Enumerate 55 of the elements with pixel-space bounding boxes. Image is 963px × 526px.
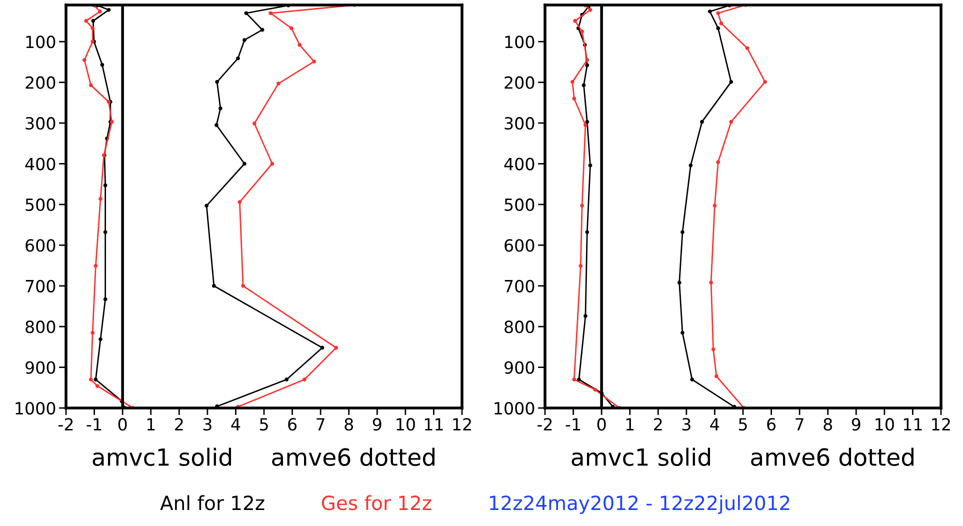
y-tick-label: 400 — [504, 158, 534, 170]
x-tick-label: 4 — [231, 418, 240, 430]
x-tick-label: 11 — [424, 418, 443, 430]
x-tick-label: 0 — [118, 418, 127, 431]
x-tick-label: 8 — [344, 418, 354, 431]
x-tick-label: 6 — [288, 418, 297, 431]
y-tick-label: 700 — [26, 280, 56, 292]
y-tick-label: 400 — [25, 158, 56, 170]
x-tick-label: 8 — [824, 418, 832, 431]
x-tick-label: 3 — [682, 418, 690, 431]
x-tick-label: 6 — [767, 418, 776, 431]
y-tick-label: 100 — [505, 36, 534, 48]
x-tick-label: 7 — [796, 418, 804, 430]
y-tick-label: 500 — [504, 198, 534, 212]
text: Ges for 12z — [322, 495, 432, 510]
y-tick-label: 900 — [504, 361, 534, 374]
x-tick-label: 1 — [626, 418, 634, 430]
x-tick-label: 11 — [904, 418, 922, 430]
x-tick-label: -2 — [538, 418, 552, 430]
x-axis-title: amvc1 solid amve6 dotted — [92, 448, 434, 466]
x-tick-label: 3 — [203, 418, 212, 431]
y-tick-label: 600 — [504, 239, 534, 252]
x-tick-label: 5 — [738, 418, 747, 431]
x-tick-label: 2 — [175, 418, 183, 430]
text: 12z24may2012 - 12z22jul2012 — [490, 495, 790, 514]
x-tick-label: 1 — [147, 418, 155, 430]
y-tick-label: 1000 — [16, 402, 56, 415]
x-tick-label: 0 — [597, 418, 606, 431]
x-axis-title: amvc1 solid amve6 dotted — [572, 448, 914, 466]
x-tick-label: -2 — [58, 418, 73, 430]
x-tick-label: 7 — [316, 418, 324, 430]
y-tick-label: 900 — [26, 361, 56, 374]
y-tick-label: 600 — [26, 239, 56, 252]
text: Anl for 12z — [160, 495, 264, 510]
x-tick-label: 10 — [396, 418, 415, 431]
x-tick-label: 5 — [260, 418, 268, 431]
x-tick-label: 9 — [852, 418, 860, 431]
x-tick-label: 9 — [372, 418, 382, 431]
x-tick-label: -1 — [566, 418, 580, 430]
x-tick-label: 12 — [453, 418, 471, 430]
x-tick-label: 2 — [654, 418, 662, 430]
y-tick-label: 500 — [26, 198, 56, 212]
y-tick-label: 100 — [26, 36, 56, 48]
x-tick-label: 10 — [876, 418, 894, 431]
y-tick-label: 800 — [26, 320, 56, 334]
y-tick-label: 200 — [504, 76, 534, 89]
x-tick-label: -1 — [86, 418, 102, 430]
x-tick-label: 12 — [932, 418, 950, 430]
y-tick-label: 300 — [504, 117, 534, 130]
y-tick-label: 800 — [504, 320, 534, 334]
y-tick-label: 200 — [26, 76, 56, 89]
y-tick-label: 1000 — [494, 402, 534, 415]
y-tick-label: 700 — [504, 280, 534, 292]
y-tick-label: 300 — [26, 117, 56, 130]
x-tick-label: 4 — [710, 418, 720, 430]
